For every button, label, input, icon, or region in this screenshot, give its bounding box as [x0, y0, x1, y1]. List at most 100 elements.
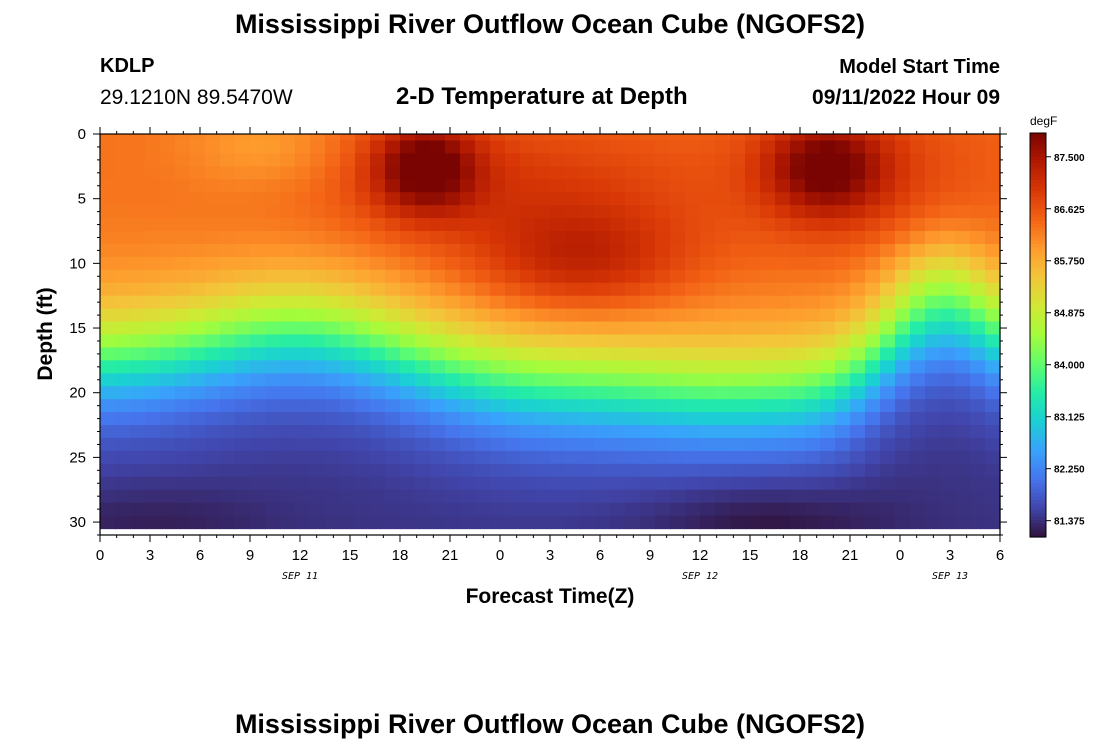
heatmap-cell — [745, 269, 761, 284]
heatmap-cell — [340, 179, 356, 193]
heatmap-cell — [160, 412, 176, 426]
heatmap-cell — [970, 179, 986, 193]
heatmap-cell — [205, 218, 221, 232]
heatmap-cell — [610, 515, 626, 530]
heatmap-cell — [220, 192, 236, 206]
heatmap-cell — [715, 140, 731, 155]
heatmap-cell — [250, 282, 266, 297]
heatmap-cell — [175, 295, 191, 310]
heatmap-cell — [280, 334, 296, 349]
heatmap-cell — [205, 205, 221, 219]
colorbar-segment — [1030, 203, 1046, 208]
heatmap-cell — [580, 269, 596, 284]
heatmap-cell — [775, 489, 791, 504]
heatmap-cell — [235, 334, 251, 349]
heatmap-cell — [565, 347, 581, 361]
heatmap-cell — [730, 515, 746, 530]
heatmap-cell — [970, 134, 986, 142]
heatmap-cell — [280, 347, 296, 361]
heatmap-cell — [340, 192, 356, 206]
heatmap-cell — [130, 218, 146, 232]
heatmap-cell — [475, 192, 491, 206]
heatmap-cell — [985, 134, 1001, 142]
heatmap-cell — [910, 347, 926, 361]
heatmap-cell — [160, 308, 176, 323]
heatmap-cell — [145, 153, 161, 167]
heatmap-cell — [355, 321, 371, 336]
heatmap-cell — [610, 489, 626, 504]
heatmap-cell — [700, 386, 716, 400]
heatmap-cell — [730, 502, 746, 517]
heatmap-cell — [430, 231, 446, 245]
heatmap-cell — [280, 166, 296, 180]
heatmap-cell — [925, 282, 941, 297]
heatmap-cell — [910, 437, 926, 452]
heatmap-cell — [910, 179, 926, 193]
heatmap-cell — [265, 243, 281, 258]
heatmap-cell — [340, 282, 356, 297]
heatmap-cell — [175, 412, 191, 426]
heatmap-cell — [940, 218, 956, 232]
heatmap-cell — [565, 386, 581, 400]
heatmap-cell — [370, 295, 386, 310]
heatmap-cell — [565, 218, 581, 232]
heatmap-cell — [460, 334, 476, 349]
heatmap-cell — [925, 192, 941, 206]
heatmap-cell — [595, 205, 611, 219]
heatmap-cell — [565, 192, 581, 206]
heatmap-cell — [340, 399, 356, 413]
heatmap-cell — [910, 476, 926, 491]
heatmap-cell — [715, 231, 731, 245]
heatmap-cell — [355, 502, 371, 517]
heatmap-cell — [595, 243, 611, 258]
heatmap-cell — [100, 205, 116, 219]
heatmap-cell — [595, 476, 611, 491]
heatmap-cell — [640, 295, 656, 310]
heatmap-cell — [505, 192, 521, 206]
colorbar-segment — [1030, 220, 1046, 225]
heatmap-cell — [415, 153, 431, 167]
heatmap-cell — [445, 256, 461, 271]
heatmap-cell — [475, 321, 491, 336]
heatmap-cell — [505, 412, 521, 426]
heatmap-cell — [340, 489, 356, 504]
heatmap-cell — [520, 347, 536, 361]
heatmap-cell — [160, 347, 176, 361]
heatmap-cell — [655, 231, 671, 245]
heatmap-cell — [715, 373, 731, 387]
heatmap-cell — [370, 347, 386, 361]
heatmap-cell — [775, 347, 791, 361]
heatmap-cell — [175, 218, 191, 232]
heatmap-cell — [880, 256, 896, 271]
heatmap-cell — [850, 412, 866, 426]
heatmap-cell — [670, 412, 686, 426]
heatmap-cell — [280, 308, 296, 323]
heatmap-cell — [190, 218, 206, 232]
heatmap-cell — [700, 321, 716, 336]
heatmap-cell — [490, 134, 506, 142]
heatmap-cell — [955, 347, 971, 361]
heatmap-cell — [475, 463, 491, 478]
heatmap-cell — [310, 502, 326, 517]
heatmap-cell — [670, 334, 686, 349]
heatmap-cell — [895, 399, 911, 413]
heatmap-cell — [550, 134, 566, 142]
heatmap-cell — [895, 282, 911, 297]
heatmap-cell — [490, 295, 506, 310]
heatmap-cell — [505, 140, 521, 155]
colorbar-segment — [1030, 304, 1046, 309]
heatmap-cell — [610, 153, 626, 167]
heatmap-cell — [370, 192, 386, 206]
heatmap-cell — [460, 489, 476, 504]
colorbar-segment — [1030, 250, 1046, 255]
heatmap-cell — [655, 373, 671, 387]
heatmap-cell — [985, 179, 1001, 193]
heatmap-cell — [250, 321, 266, 336]
heatmap-cell — [715, 205, 731, 219]
y-tick-label: 0 — [78, 126, 86, 143]
heatmap-cell — [280, 489, 296, 504]
heatmap-cell — [880, 153, 896, 167]
heatmap-cell — [475, 256, 491, 271]
heatmap-cell — [820, 282, 836, 297]
